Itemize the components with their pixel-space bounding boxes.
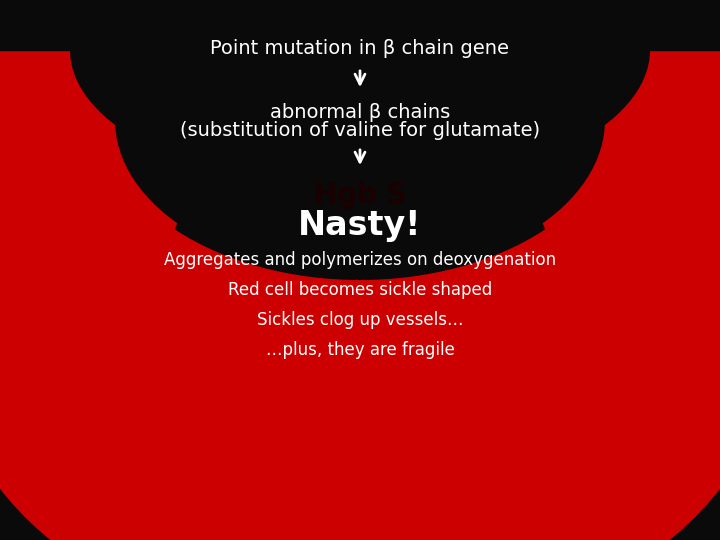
Ellipse shape xyxy=(115,0,605,275)
Polygon shape xyxy=(0,0,100,160)
Ellipse shape xyxy=(0,60,720,540)
Text: Sickles clog up vessels…: Sickles clog up vessels… xyxy=(257,311,463,329)
Ellipse shape xyxy=(530,0,720,320)
Polygon shape xyxy=(620,0,720,160)
Text: (substitution of valine for glutamate): (substitution of valine for glutamate) xyxy=(180,122,540,140)
Text: Hgb S: Hgb S xyxy=(314,181,406,209)
Ellipse shape xyxy=(0,0,80,260)
Polygon shape xyxy=(0,0,130,190)
Text: Nasty!: Nasty! xyxy=(298,208,422,241)
Text: Red cell becomes sickle shaped: Red cell becomes sickle shaped xyxy=(228,281,492,299)
Text: Point mutation in β chain gene: Point mutation in β chain gene xyxy=(210,38,510,57)
Ellipse shape xyxy=(100,0,620,280)
Polygon shape xyxy=(0,0,720,100)
Polygon shape xyxy=(590,0,720,190)
Ellipse shape xyxy=(70,0,650,190)
Text: Aggregates and polymerizes on deoxygenation: Aggregates and polymerizes on deoxygenat… xyxy=(164,251,556,269)
Ellipse shape xyxy=(640,0,720,260)
Text: …plus, they are fragile: …plus, they are fragile xyxy=(266,341,454,359)
Polygon shape xyxy=(0,0,720,50)
Text: abnormal β chains: abnormal β chains xyxy=(270,104,450,123)
Ellipse shape xyxy=(0,0,190,320)
